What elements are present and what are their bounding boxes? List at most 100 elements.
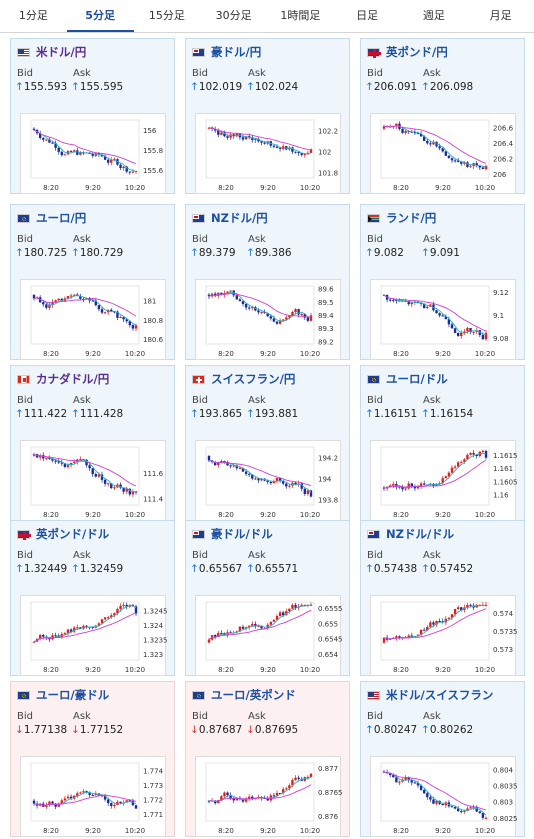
candle-body bbox=[113, 487, 116, 489]
candlestick-chart[interactable]: 0.6555 0.655 0.6545 0.654 8:20 9:20 10:20 bbox=[195, 595, 342, 676]
ma-short-line bbox=[383, 771, 487, 816]
pair-title[interactable]: ユーロ/豪ドル bbox=[17, 686, 174, 704]
bid-label: Bid bbox=[367, 395, 383, 406]
candle-body bbox=[263, 311, 266, 314]
rate-card[interactable]: 豪ドル/ドル Bid Ask ↑0.65567 ↑0.65571 0.6555 0.655 0… bbox=[185, 520, 350, 676]
pair-name[interactable]: 米ドル/スイスフラン bbox=[386, 688, 494, 702]
rate-card[interactable]: 米ドル/スイスフラン Bid Ask ↑0.80247 ↑0.80262 0.804 0.8… bbox=[360, 681, 525, 837]
candlestick-chart[interactable]: 0.574 0.5735 0.573 8:20 9:20 10:20 bbox=[370, 595, 517, 676]
candle-body bbox=[281, 612, 285, 616]
bid-number: 180.725 bbox=[23, 247, 68, 259]
candle-body bbox=[247, 136, 251, 138]
candle-body bbox=[57, 298, 60, 301]
tab-3[interactable]: 30分足 bbox=[215, 9, 252, 22]
chart-svg: 111.6 111.4 8:20 9:20 10:20 bbox=[30, 446, 164, 519]
candlestick-chart[interactable]: 0.804 0.8035 0.803 0.8025 8:20 9:20 10:20 bbox=[370, 756, 517, 837]
rate-card[interactable]: NZドル/ドル Bid Ask ↑0.57438 ↑0.57452 0.574 0.5735… bbox=[360, 520, 525, 676]
candlestick-chart[interactable]: 194.2 194 193.8 8:20 9:20 10:20 bbox=[195, 440, 341, 521]
tab-0[interactable]: 1分足 bbox=[18, 9, 48, 22]
pair-title[interactable]: 英ポンド/円 bbox=[367, 43, 524, 61]
pair-title[interactable]: ランド/円 bbox=[367, 209, 524, 227]
pair-title[interactable]: 米ドル/円 bbox=[17, 43, 174, 61]
tab-1[interactable]: 5分足 bbox=[66, 0, 134, 32]
rate-card[interactable]: ユーロ/円 Bid Ask ↑180.725 ↑180.729 181 180.8 180.6… bbox=[10, 204, 175, 360]
rate-card[interactable]: NZドル/円 Bid Ask ↑89.379 ↑89.386 89.6 89.5 89.4 89… bbox=[185, 204, 350, 360]
pair-name[interactable]: NZドル/円 bbox=[211, 211, 268, 225]
pair-name[interactable]: ランド/円 bbox=[386, 211, 437, 225]
candlestick-chart[interactable]: 111.6 111.4 8:20 9:20 10:20 bbox=[20, 440, 166, 521]
pair-title[interactable]: カナダドル/円 bbox=[17, 370, 174, 388]
pair-title[interactable]: 豪ドル/円 bbox=[192, 43, 349, 61]
candlestick-chart[interactable]: 1.3245 1.324 1.3235 1.323 8:20 9:20 10:20 bbox=[20, 595, 167, 676]
x-tick-label: 9:20 bbox=[260, 827, 276, 835]
y-tick-label: 206.2 bbox=[493, 156, 513, 164]
rate-card[interactable]: カナダドル/円 Bid Ask ↑111.422 ↑111.428 111.6 111.4 8… bbox=[10, 365, 175, 521]
rate-card[interactable]: 英ポンド/円 Bid Ask ↑206.091 ↑206.098 206.6 206.4 20… bbox=[360, 38, 525, 194]
rate-card[interactable]: ランド/円 Bid Ask ↑9.082 ↑9.091 9.12 9.1 9.08 8:20 9:… bbox=[360, 204, 525, 360]
pair-title[interactable]: ユーロ/円 bbox=[17, 209, 174, 227]
pair-name[interactable]: ユーロ/豪ドル bbox=[36, 688, 110, 702]
candle-body bbox=[251, 474, 254, 479]
rate-card[interactable]: スイスフラン/円 Bid Ask ↑193.865 ↑193.881 194.2 194 19… bbox=[185, 365, 350, 521]
candle-body bbox=[54, 143, 57, 148]
pair-name[interactable]: ユーロ/ドル bbox=[386, 372, 448, 386]
candle-body bbox=[456, 462, 460, 467]
candlestick-chart[interactable]: 181 180.8 180.6 8:20 9:20 10:20 bbox=[20, 279, 166, 360]
pair-name[interactable]: 英ポンド/円 bbox=[386, 45, 448, 59]
rate-card[interactable]: 米ドル/円 Bid Ask ↑155.593 ↑155.595 156 155.8 155.6… bbox=[10, 38, 175, 194]
candlestick-chart[interactable]: 89.6 89.5 89.4 89.3 89.2 8:20 9:20 10:20 bbox=[195, 279, 341, 360]
pair-name[interactable]: 米ドル/円 bbox=[36, 45, 87, 59]
candle-body bbox=[45, 805, 48, 807]
pair-title[interactable]: NZドル/円 bbox=[192, 209, 349, 227]
tab-7[interactable]: 月足 bbox=[489, 9, 512, 22]
candle-body bbox=[232, 465, 235, 467]
candlestick-chart[interactable]: 102.2 102 101.8 8:20 9:20 10:20 bbox=[195, 113, 341, 194]
pair-title[interactable]: 豪ドル/ドル bbox=[192, 525, 349, 543]
price-labels: Bid Ask bbox=[17, 395, 174, 406]
pair-title[interactable]: スイスフラン/円 bbox=[192, 370, 349, 388]
candle-body bbox=[91, 468, 94, 475]
tab-6[interactable]: 週足 bbox=[422, 9, 445, 22]
pair-name[interactable]: 豪ドル/ドル bbox=[211, 527, 273, 541]
candlestick-chart[interactable]: 206.6 206.4 206.2 206 8:20 9:20 10:20 bbox=[370, 113, 516, 194]
pair-title[interactable]: 英ポンド/ドル bbox=[17, 525, 174, 543]
candlestick-chart[interactable]: 9.12 9.1 9.08 8:20 9:20 10:20 bbox=[370, 279, 516, 360]
candle-body bbox=[238, 299, 242, 302]
candle-body bbox=[134, 805, 138, 809]
pair-title[interactable]: 米ドル/スイスフラン bbox=[367, 686, 524, 704]
tab-5[interactable]: 日足 bbox=[356, 9, 379, 22]
pair-name[interactable]: 英ポンド/ドル bbox=[36, 527, 110, 541]
pair-title[interactable]: NZドル/ドル bbox=[367, 525, 524, 543]
pair-name[interactable]: 豪ドル/円 bbox=[211, 45, 262, 59]
rate-card[interactable]: 豪ドル/円 Bid Ask ↑102.019 ↑102.024 102.2 102 101.8… bbox=[185, 38, 350, 194]
pair-name[interactable]: NZドル/ドル bbox=[386, 527, 455, 541]
tab-2[interactable]: 15分足 bbox=[148, 9, 185, 22]
pair-name[interactable]: カナダドル/円 bbox=[36, 372, 110, 386]
candle-body bbox=[303, 154, 307, 156]
x-tick-label: 8:20 bbox=[393, 666, 409, 674]
pair-name[interactable]: スイスフラン/円 bbox=[211, 372, 296, 386]
rate-card[interactable]: ユーロ/ドル Bid Ask ↑1.16151 ↑1.16154 1.1615 1.161 1… bbox=[360, 365, 525, 521]
candle-body bbox=[110, 159, 113, 163]
candlestick-chart[interactable]: 1.1615 1.161 1.1605 1.16 8:20 9:20 10:20 bbox=[370, 440, 517, 521]
pair-title[interactable]: ユーロ/英ポンド bbox=[192, 686, 349, 704]
rate-card[interactable]: 英ポンド/ドル Bid Ask ↑1.32449 ↑1.32459 1.3245 1.324… bbox=[10, 520, 175, 676]
tab-4[interactable]: 1時間足 bbox=[280, 9, 321, 22]
y-tick-label: 1.773 bbox=[143, 782, 163, 790]
rate-card[interactable]: ユーロ/英ポンド Bid Ask ↓0.87687 ↓0.87695 0.877 0.876… bbox=[185, 681, 350, 837]
au-flag-icon bbox=[192, 47, 205, 57]
candlestick-chart[interactable]: 1.774 1.773 1.772 1.771 8:20 9:20 10:20 bbox=[20, 756, 166, 837]
price-labels: Bid Ask bbox=[367, 550, 524, 561]
trend-down-icon: ↓ bbox=[246, 724, 255, 736]
pair-name[interactable]: ユーロ/英ポンド bbox=[211, 688, 296, 702]
trend-up-icon: ↑ bbox=[15, 247, 24, 259]
pair-title[interactable]: ユーロ/ドル bbox=[367, 370, 524, 388]
pair-name[interactable]: ユーロ/円 bbox=[36, 211, 87, 225]
y-tick-label: 193.8 bbox=[318, 497, 338, 505]
candle-body bbox=[291, 147, 294, 152]
candle-body bbox=[450, 158, 454, 161]
candlestick-chart[interactable]: 0.877 0.8765 0.876 8:20 9:20 10:20 bbox=[195, 756, 342, 837]
rate-card[interactable]: ユーロ/豪ドル Bid Ask ↓1.77138 ↓1.77152 1.774 1.773 1… bbox=[10, 681, 175, 837]
candlestick-chart[interactable]: 156 155.8 155.6 8:20 9:20 10:20 bbox=[20, 113, 166, 194]
candle-body bbox=[456, 332, 460, 337]
